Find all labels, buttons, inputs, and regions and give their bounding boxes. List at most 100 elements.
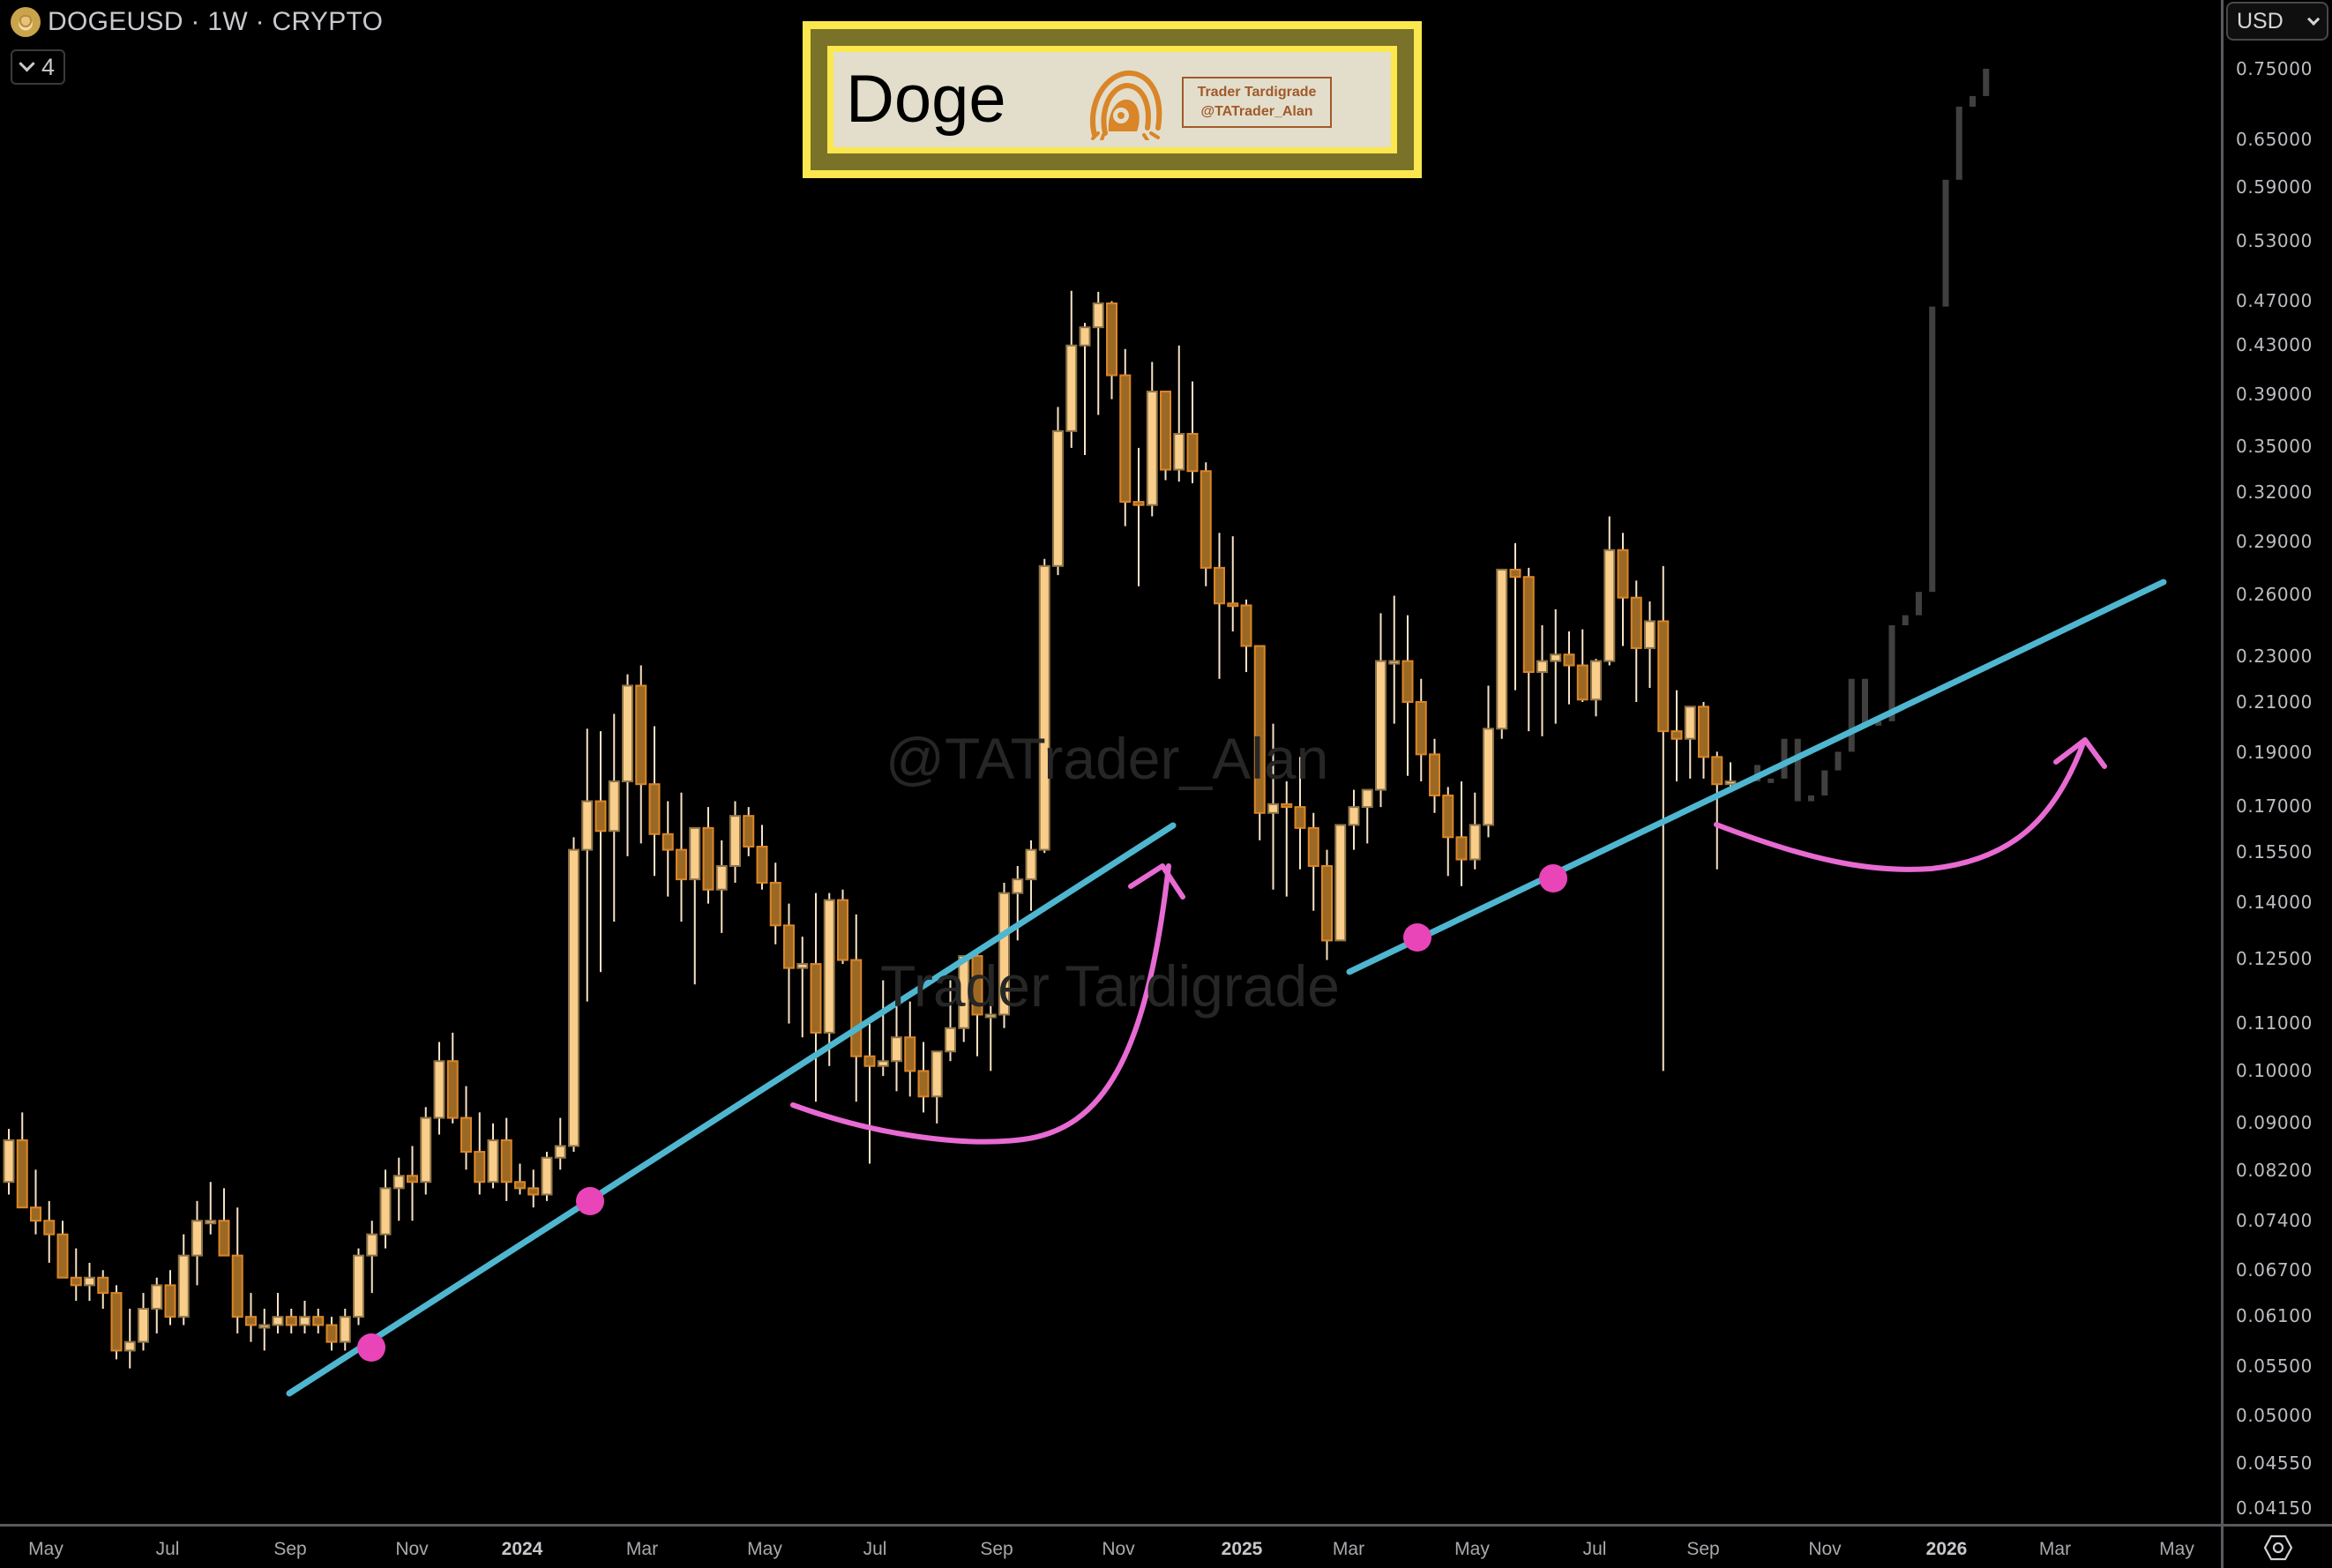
candle[interactable] [1684,706,1696,779]
candle[interactable] [1253,645,1266,840]
candle[interactable] [958,955,970,1042]
candle[interactable] [514,1163,526,1195]
candle[interactable] [1401,615,1414,776]
candle[interactable] [366,1221,378,1294]
candle[interactable] [1186,381,1199,483]
candle[interactable] [1025,840,1037,911]
trendline-2[interactable] [1346,579,2167,975]
candle[interactable] [676,792,687,922]
touch-point-4[interactable] [1539,864,1567,892]
candle[interactable] [1321,849,1333,960]
candle[interactable] [1106,301,1117,399]
candle[interactable] [446,1032,459,1124]
candle[interactable] [702,807,714,904]
candle[interactable] [339,1309,351,1351]
candle[interactable] [1536,625,1548,736]
indicators-toggle-button[interactable]: 4 [11,49,65,85]
candle[interactable] [998,882,1010,1028]
candle[interactable] [971,948,983,1057]
candle[interactable] [917,1042,930,1113]
candle[interactable] [1160,390,1171,481]
candle[interactable] [500,1117,512,1201]
symbol-title[interactable]: DOGEUSD · 1W · CRYPTO [11,7,383,37]
candle[interactable] [56,1221,69,1279]
candle[interactable] [729,801,741,883]
candle[interactable] [1240,599,1252,673]
candle[interactable] [1455,781,1468,886]
candle[interactable] [648,726,661,877]
candle[interactable] [353,1248,364,1325]
candle[interactable] [1522,567,1535,732]
candle[interactable] [474,1112,486,1195]
candle[interactable] [379,1169,392,1249]
candle[interactable] [837,889,848,965]
candle[interactable] [1375,613,1386,808]
candle[interactable] [1132,447,1145,586]
candle[interactable] [1294,757,1306,870]
candle[interactable] [689,826,701,985]
candle[interactable] [420,1107,432,1195]
candle[interactable] [84,1262,95,1301]
touch-point-1[interactable] [357,1333,385,1362]
chart-settings-button[interactable] [2221,1524,2332,1568]
trendline-1[interactable] [286,822,1177,1397]
candle[interactable] [1200,462,1212,586]
candle[interactable] [218,1188,230,1257]
candle[interactable] [1146,362,1158,517]
candle[interactable] [1267,723,1279,890]
candle[interactable] [1711,751,1723,870]
candle[interactable] [1092,291,1104,415]
touch-point-2[interactable] [576,1187,604,1215]
candle[interactable] [715,840,728,933]
candle[interactable] [487,1123,499,1189]
candle[interactable] [433,1042,445,1135]
candle[interactable] [1617,533,1629,646]
candle[interactable] [1038,558,1050,854]
candle[interactable] [823,892,835,1066]
candle[interactable] [151,1277,163,1333]
candle[interactable] [984,980,997,1071]
candle[interactable] [1509,542,1521,691]
time-axis[interactable]: May Jul Sep Nov 2024 Mar May Jul Sep Nov 2025 Mar Ma… [0,1524,2221,1568]
candle[interactable] [1173,345,1185,482]
candle[interactable] [1052,407,1064,576]
candle[interactable] [945,980,956,1062]
candle[interactable] [191,1200,203,1286]
candle[interactable] [622,674,633,856]
candle[interactable] [258,1309,271,1351]
candle[interactable] [1724,762,1737,790]
candle[interactable] [1644,601,1656,689]
candle[interactable] [164,1270,176,1325]
candle[interactable] [931,1050,943,1124]
candle[interactable] [312,1309,325,1333]
candle[interactable] [1429,738,1440,813]
candle[interactable] [661,801,674,897]
candle[interactable] [1334,824,1347,942]
curved-arrow-2[interactable] [1714,737,2107,872]
candle[interactable] [594,731,607,973]
candle[interactable] [392,1157,405,1221]
candle[interactable] [1563,631,1575,705]
candle[interactable] [1576,629,1588,702]
candle[interactable] [756,825,768,890]
candle[interactable] [1630,580,1642,702]
candle[interactable] [1442,787,1454,877]
candle[interactable] [863,1023,876,1164]
candle[interactable] [245,1293,257,1342]
candle[interactable] [635,665,647,844]
candle[interactable] [43,1200,56,1263]
candle[interactable] [3,1129,15,1195]
candle[interactable] [1603,516,1616,666]
candle[interactable] [1550,609,1562,724]
candle[interactable] [904,1001,916,1097]
candle[interactable] [877,980,889,1077]
candle[interactable] [1388,595,1401,724]
candle[interactable] [325,1317,338,1351]
candle[interactable] [177,1234,190,1325]
candle[interactable] [1483,685,1494,838]
candle[interactable] [1698,701,1709,779]
price-chart-canvas[interactable] [0,0,2221,1524]
candle[interactable] [796,937,809,1038]
candle[interactable] [285,1309,297,1333]
candle[interactable] [110,1285,123,1360]
